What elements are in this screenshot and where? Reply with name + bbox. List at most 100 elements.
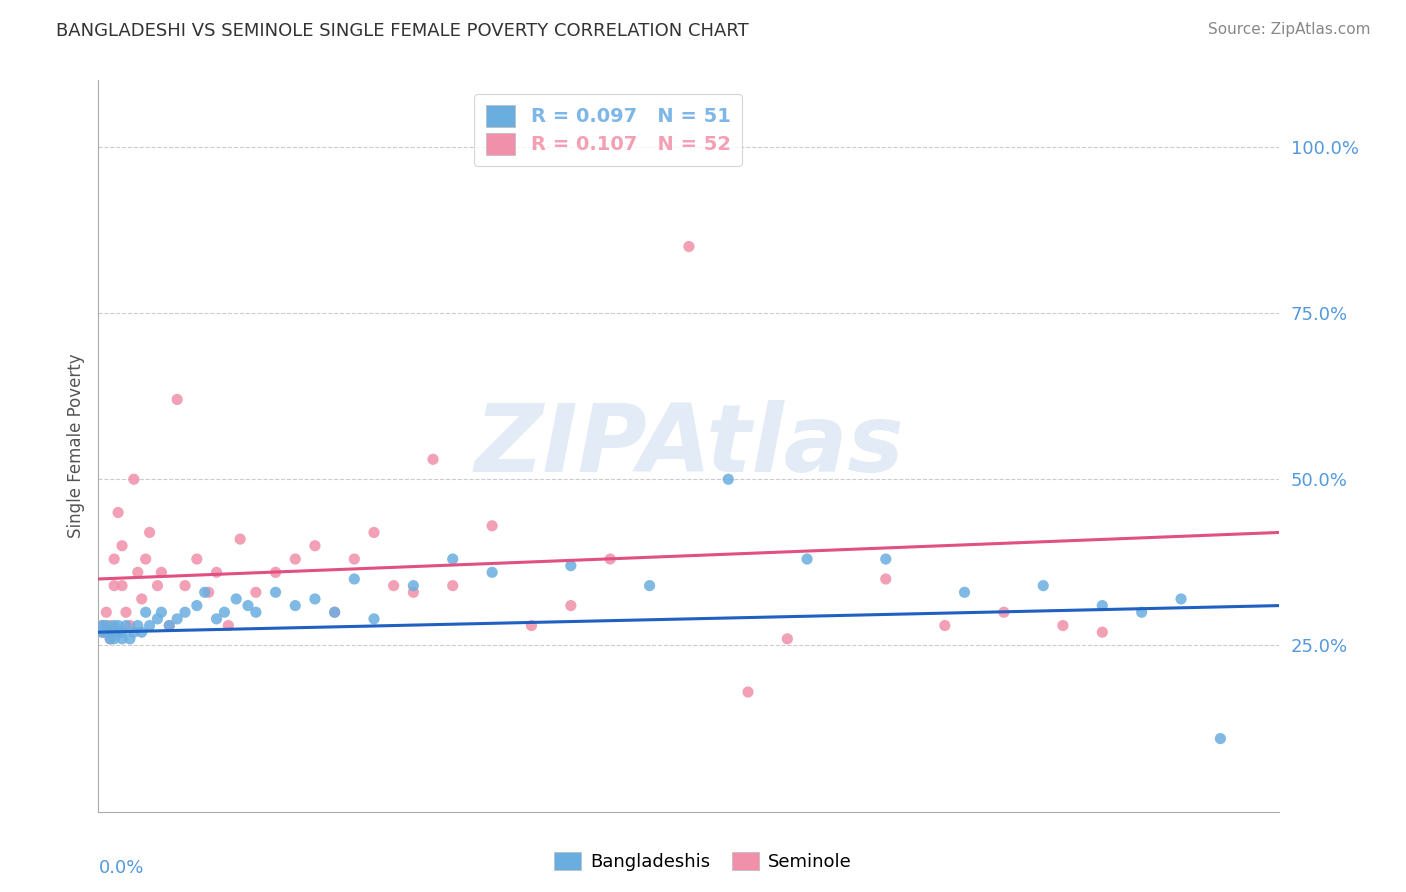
Y-axis label: Single Female Poverty: Single Female Poverty: [66, 354, 84, 538]
Point: [127, 618, 149, 632]
Point: [875, 572, 897, 586]
Point: [1091, 625, 1114, 640]
Point: [560, 599, 582, 613]
Point: [678, 239, 700, 253]
Text: Source: ZipAtlas.com: Source: ZipAtlas.com: [1208, 22, 1371, 37]
Point: [127, 566, 149, 580]
Point: [96, 605, 118, 619]
Point: [131, 625, 153, 640]
Point: [343, 552, 366, 566]
Point: [953, 585, 976, 599]
Text: BANGLADESHI VS SEMINOLE SINGLE FEMALE POVERTY CORRELATION CHART: BANGLADESHI VS SEMINOLE SINGLE FEMALE PO…: [56, 22, 749, 40]
Point: [236, 599, 259, 613]
Point: [138, 525, 160, 540]
Point: [98, 632, 121, 646]
Point: [103, 618, 125, 632]
Point: [146, 612, 169, 626]
Point: [776, 632, 799, 646]
Point: [382, 579, 405, 593]
Point: [1032, 579, 1054, 593]
Point: [245, 605, 267, 619]
Point: [560, 558, 582, 573]
Point: [205, 612, 228, 626]
Point: [441, 579, 464, 593]
Point: [599, 552, 621, 566]
Point: [174, 579, 197, 593]
Point: [98, 618, 121, 632]
Point: [135, 552, 157, 566]
Point: [186, 599, 208, 613]
Point: [934, 618, 956, 632]
Point: [323, 605, 346, 619]
Legend: R = 0.097   N = 51, R = 0.107   N = 52: R = 0.097 N = 51, R = 0.107 N = 52: [474, 94, 742, 166]
Point: [157, 618, 180, 632]
Point: [111, 625, 134, 640]
Legend: Bangladeshis, Seminole: Bangladeshis, Seminole: [547, 845, 859, 879]
Point: [118, 632, 141, 646]
Point: [135, 605, 157, 619]
Point: [103, 552, 125, 566]
Point: [122, 625, 145, 640]
Point: [197, 585, 219, 599]
Point: [107, 625, 129, 640]
Point: [157, 618, 180, 632]
Point: [737, 685, 759, 699]
Point: [138, 618, 160, 632]
Point: [875, 552, 897, 566]
Point: [363, 612, 385, 626]
Point: [422, 452, 444, 467]
Point: [638, 579, 661, 593]
Point: [264, 566, 287, 580]
Point: [111, 632, 134, 646]
Point: [205, 566, 228, 580]
Point: [284, 599, 307, 613]
Point: [98, 625, 121, 640]
Point: [284, 552, 307, 566]
Point: [150, 566, 173, 580]
Point: [217, 618, 239, 632]
Point: [229, 532, 252, 546]
Point: [441, 552, 464, 566]
Point: [402, 585, 425, 599]
Point: [111, 579, 134, 593]
Point: [245, 585, 267, 599]
Point: [1209, 731, 1232, 746]
Point: [115, 618, 138, 632]
Point: [150, 605, 173, 619]
Point: [1170, 591, 1192, 606]
Point: [174, 605, 197, 619]
Point: [91, 625, 114, 640]
Point: [96, 625, 118, 640]
Point: [717, 472, 740, 486]
Point: [118, 618, 141, 632]
Point: [186, 552, 208, 566]
Point: [166, 392, 188, 407]
Point: [111, 539, 134, 553]
Point: [107, 618, 129, 632]
Point: [131, 591, 153, 606]
Point: [103, 632, 125, 646]
Point: [225, 591, 247, 606]
Point: [91, 618, 114, 632]
Point: [122, 472, 145, 486]
Point: [481, 566, 503, 580]
Point: [115, 605, 138, 619]
Point: [194, 585, 217, 599]
Point: [481, 518, 503, 533]
Point: [993, 605, 1015, 619]
Point: [103, 579, 125, 593]
Point: [166, 612, 188, 626]
Point: [214, 605, 236, 619]
Point: [304, 539, 326, 553]
Point: [96, 625, 118, 640]
Point: [91, 618, 114, 632]
Point: [107, 625, 129, 640]
Point: [1091, 599, 1114, 613]
Point: [1130, 605, 1153, 619]
Point: [520, 618, 543, 632]
Point: [107, 506, 129, 520]
Point: [91, 625, 114, 640]
Point: [1052, 618, 1074, 632]
Point: [323, 605, 346, 619]
Point: [343, 572, 366, 586]
